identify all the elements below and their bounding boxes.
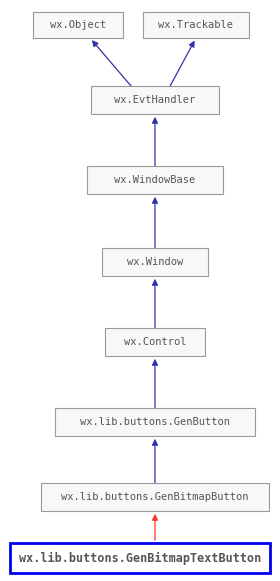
FancyBboxPatch shape (91, 86, 219, 114)
Text: wx.lib.buttons.GenButton: wx.lib.buttons.GenButton (80, 417, 230, 427)
Text: wx.Trackable: wx.Trackable (158, 20, 234, 30)
Text: wx.Control: wx.Control (124, 337, 186, 347)
FancyBboxPatch shape (143, 12, 249, 38)
Text: wx.Window: wx.Window (127, 257, 183, 267)
FancyBboxPatch shape (87, 166, 223, 194)
FancyBboxPatch shape (55, 408, 255, 436)
Text: wx.EvtHandler: wx.EvtHandler (114, 95, 196, 105)
FancyBboxPatch shape (33, 12, 123, 38)
FancyBboxPatch shape (41, 483, 269, 511)
FancyBboxPatch shape (105, 328, 205, 356)
Text: wx.lib.buttons.GenBitmapButton: wx.lib.buttons.GenBitmapButton (61, 492, 249, 502)
FancyBboxPatch shape (102, 248, 208, 276)
Text: wx.lib.buttons.GenBitmapTextButton: wx.lib.buttons.GenBitmapTextButton (19, 551, 261, 565)
Text: wx.WindowBase: wx.WindowBase (114, 175, 196, 185)
Text: wx.Object: wx.Object (50, 20, 106, 30)
FancyBboxPatch shape (10, 543, 270, 573)
